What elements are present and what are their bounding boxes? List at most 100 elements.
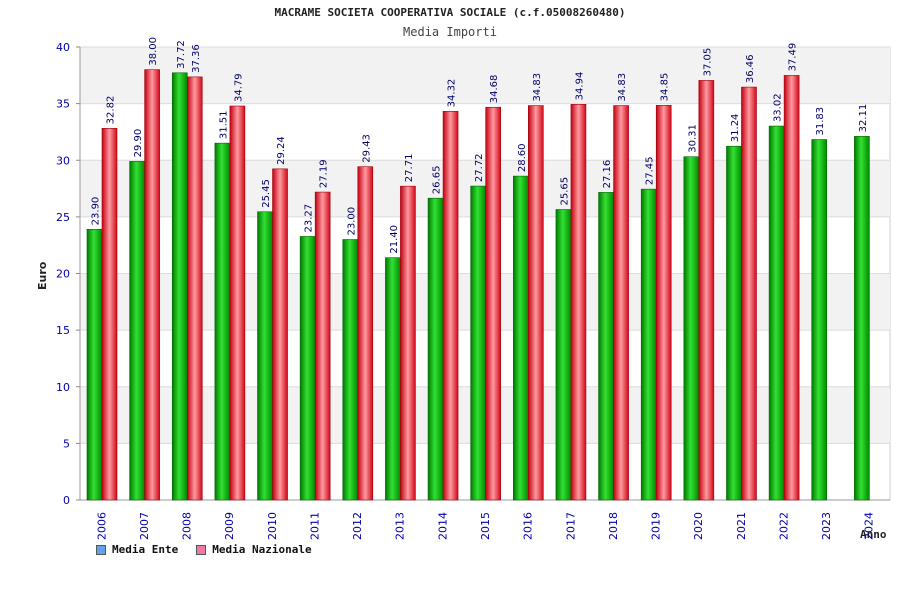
bar-media-ente bbox=[683, 156, 700, 501]
legend-label-ente: Media Ente bbox=[112, 543, 179, 556]
y-tick-label: 15 bbox=[56, 324, 70, 337]
bar-label-media-ente: 30.31 bbox=[687, 124, 698, 153]
bar-label-media-nazionale: 34.79 bbox=[233, 73, 244, 102]
bar-label-media-ente: 28.60 bbox=[517, 143, 528, 172]
bar-label-media-ente: 23.27 bbox=[304, 204, 315, 233]
chart-title: MACRAME SOCIETA COOPERATIVA SOCIALE (c.f… bbox=[274, 6, 626, 19]
bar-label-media-nazionale: 34.83 bbox=[617, 73, 628, 102]
bar-label-media-ente: 33.02 bbox=[773, 93, 784, 122]
x-tick-label: 2012 bbox=[351, 512, 364, 540]
bar-label-media-nazionale: 29.43 bbox=[361, 134, 372, 163]
x-tick-label: 2007 bbox=[138, 512, 151, 540]
x-tick-label: 2010 bbox=[266, 512, 279, 540]
y-tick-label: 20 bbox=[56, 268, 70, 281]
x-tick-label: 2009 bbox=[223, 512, 236, 540]
bar-label-media-nazionale: 37.49 bbox=[788, 43, 799, 72]
bar-media-ente bbox=[811, 139, 828, 501]
bar-media-ente bbox=[513, 175, 529, 501]
bar-label-media-nazionale: 34.32 bbox=[447, 79, 458, 108]
y-tick-label: 30 bbox=[56, 154, 70, 167]
bar-media-ente bbox=[555, 209, 572, 501]
bar-media-ente bbox=[598, 192, 614, 501]
bar-media-ente bbox=[86, 229, 103, 501]
x-axis-label: Anno bbox=[860, 528, 887, 541]
bar-media-ente bbox=[214, 142, 231, 501]
x-tick-label: 2019 bbox=[650, 512, 663, 540]
bar-label-media-nazionale: 36.46 bbox=[745, 54, 756, 83]
legend-swatch-ente bbox=[96, 544, 106, 555]
bar-media-nazionale bbox=[570, 104, 587, 501]
x-tick-label: 2024 bbox=[863, 512, 876, 540]
bar-label-media-ente: 31.51 bbox=[218, 111, 229, 140]
bar-media-nazionale bbox=[400, 185, 416, 501]
bar-media-nazionale bbox=[698, 80, 715, 501]
bar-media-nazionale bbox=[272, 168, 288, 501]
y-tick-label: 0 bbox=[63, 494, 70, 507]
x-tick-label: 2021 bbox=[735, 512, 748, 540]
bar-media-nazionale bbox=[229, 105, 246, 501]
bar-media-nazionale bbox=[528, 105, 544, 501]
x-tick-label: 2015 bbox=[479, 512, 492, 540]
bar-media-ente bbox=[854, 136, 870, 501]
y-tick-label: 25 bbox=[56, 211, 70, 224]
bar-label-media-ente: 31.83 bbox=[815, 107, 826, 136]
y-tick-label: 5 bbox=[63, 437, 70, 450]
bar-media-ente bbox=[427, 197, 444, 501]
y-tick-label: 35 bbox=[56, 98, 70, 111]
bar-label-media-nazionale: 32.82 bbox=[106, 96, 117, 125]
x-tick-label: 2008 bbox=[181, 512, 194, 540]
bar-label-media-ente: 25.45 bbox=[261, 179, 272, 208]
bar-label-media-ente: 27.16 bbox=[602, 160, 613, 189]
bar-label-media-nazionale: 34.68 bbox=[489, 75, 500, 104]
x-tick-label: 2018 bbox=[607, 512, 620, 540]
bar-label-media-nazionale: 37.05 bbox=[702, 48, 713, 77]
legend-swatch-nazionale bbox=[196, 544, 207, 555]
bar-media-ente bbox=[385, 257, 401, 501]
bar-label-media-ente: 31.24 bbox=[730, 114, 741, 143]
x-tick-label: 2023 bbox=[820, 512, 833, 540]
bar-label-media-nazionale: 38.00 bbox=[148, 37, 159, 66]
bar-media-nazionale bbox=[144, 69, 160, 501]
bar-media-nazionale bbox=[357, 166, 374, 501]
bar-media-ente bbox=[299, 236, 316, 501]
bar-media-nazionale bbox=[314, 191, 331, 501]
bar-media-nazionale bbox=[783, 75, 800, 501]
x-tick-label: 2016 bbox=[522, 512, 535, 540]
bar-label-media-ente: 25.65 bbox=[559, 177, 570, 206]
x-tick-label: 2006 bbox=[95, 512, 108, 540]
bar-label-media-ente: 27.45 bbox=[645, 156, 656, 185]
bar-label-media-ente: 32.11 bbox=[858, 104, 869, 133]
legend-label-nazionale: Media Nazionale bbox=[212, 543, 312, 556]
bar-media-ente bbox=[342, 239, 359, 501]
x-tick-label: 2022 bbox=[777, 512, 790, 540]
bar-label-media-nazionale: 34.83 bbox=[532, 73, 543, 102]
bar-label-media-nazionale: 29.24 bbox=[276, 136, 287, 165]
bar-label-media-ente: 26.65 bbox=[432, 166, 443, 195]
bar-media-ente bbox=[171, 72, 188, 501]
x-tick-label: 2017 bbox=[564, 512, 577, 540]
bar-media-nazionale bbox=[101, 128, 118, 501]
y-tick-label: 10 bbox=[56, 381, 70, 394]
bar-media-nazionale bbox=[741, 86, 757, 501]
x-tick-label: 2014 bbox=[436, 512, 449, 540]
bar-media-nazionale bbox=[442, 111, 459, 501]
bar-media-ente bbox=[726, 145, 742, 501]
chart-subtitle: Media Importi bbox=[403, 25, 497, 39]
bar-media-nazionale bbox=[655, 105, 672, 501]
y-tick-label: 40 bbox=[56, 41, 70, 54]
bar-media-ente bbox=[129, 161, 145, 501]
bar-media-nazionale bbox=[186, 76, 203, 501]
legend-item-ente: Media Ente bbox=[96, 543, 178, 556]
x-tick-label: 2013 bbox=[394, 512, 407, 540]
bar-label-media-nazionale: 34.94 bbox=[574, 72, 585, 101]
bar-media-nazionale bbox=[485, 106, 501, 501]
bar-label-media-ente: 21.40 bbox=[389, 225, 400, 254]
bar-label-media-nazionale: 37.36 bbox=[191, 44, 202, 73]
bar-media-nazionale bbox=[613, 105, 629, 501]
bar-label-media-ente: 27.72 bbox=[474, 153, 485, 182]
bar-label-media-ente: 23.00 bbox=[346, 207, 357, 236]
chart-legend: Media Ente Media Nazionale bbox=[96, 543, 312, 556]
bar-media-ente bbox=[768, 125, 785, 501]
bar-label-media-ente: 29.90 bbox=[133, 129, 144, 158]
